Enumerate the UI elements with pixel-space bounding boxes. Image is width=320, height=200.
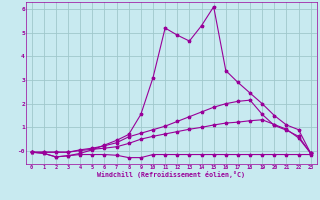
X-axis label: Windchill (Refroidissement éolien,°C): Windchill (Refroidissement éolien,°C): [97, 171, 245, 178]
